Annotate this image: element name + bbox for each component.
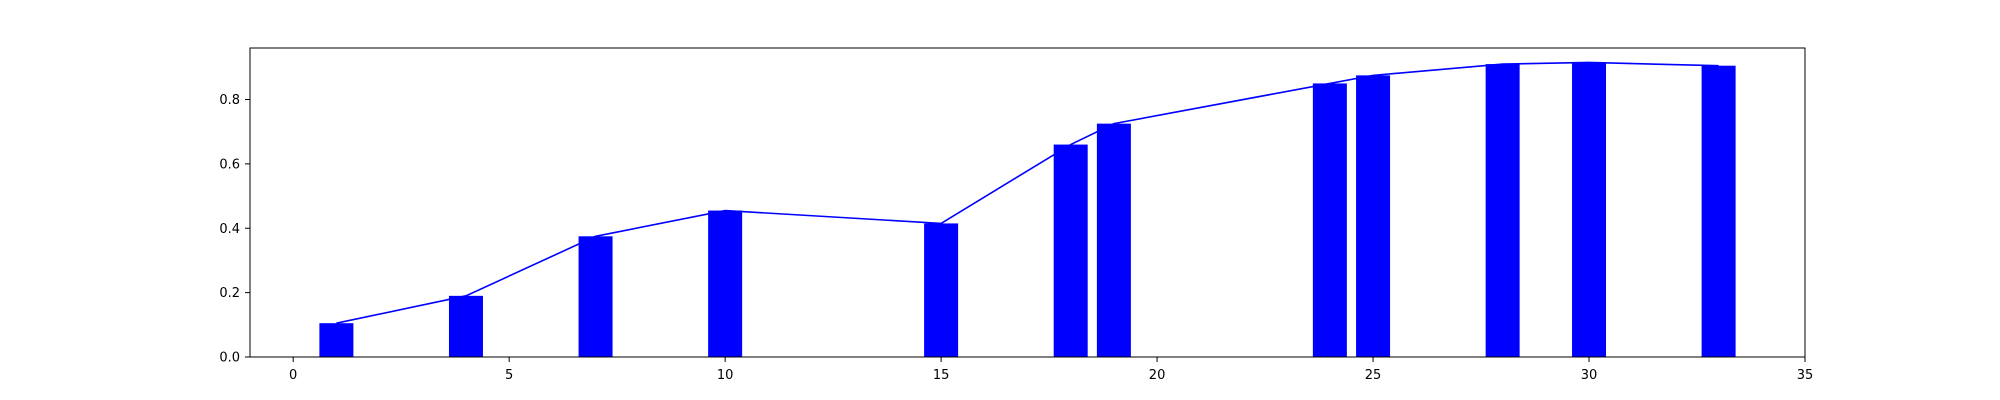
bar-10 (708, 210, 743, 357)
y-tick-label: 0.6 (219, 157, 240, 172)
bar-18 (1053, 144, 1088, 357)
bar-24 (1312, 83, 1347, 357)
bar-15 (924, 223, 959, 357)
bar-7 (578, 236, 613, 357)
bar-1 (319, 323, 354, 357)
x-tick-label: 15 (933, 368, 950, 383)
x-tick-label: 5 (505, 368, 513, 383)
bar-33 (1701, 65, 1736, 357)
bar-25 (1356, 75, 1391, 358)
bar-30 (1572, 62, 1607, 357)
series-line (336, 61, 1719, 324)
y-tick-label: 0.4 (219, 222, 240, 237)
axes-layer (249, 47, 1806, 358)
bars-layer (319, 62, 1736, 358)
bar-4 (448, 295, 483, 357)
bar-28 (1485, 64, 1520, 357)
x-tick-label: 35 (1797, 368, 1814, 383)
x-tick-label: 20 (1149, 368, 1166, 383)
y-tick-label: 0.2 (219, 286, 240, 301)
x-tick-label: 0 (289, 368, 297, 383)
line-layer (336, 61, 1719, 324)
x-tick-label: 25 (1365, 368, 1382, 383)
bar-19 (1096, 123, 1131, 357)
y-tick-label: 0.8 (219, 93, 240, 108)
x-tick-label: 10 (717, 368, 734, 383)
plot-frame (249, 47, 1806, 358)
x-tick-label: 30 (1581, 368, 1598, 383)
ticks-layer: 0 5 10 15 20 25 30 35 0.0 0.2 0.4 0.6 0.8 (219, 93, 1813, 383)
y-tick-label: 0.0 (219, 351, 240, 366)
